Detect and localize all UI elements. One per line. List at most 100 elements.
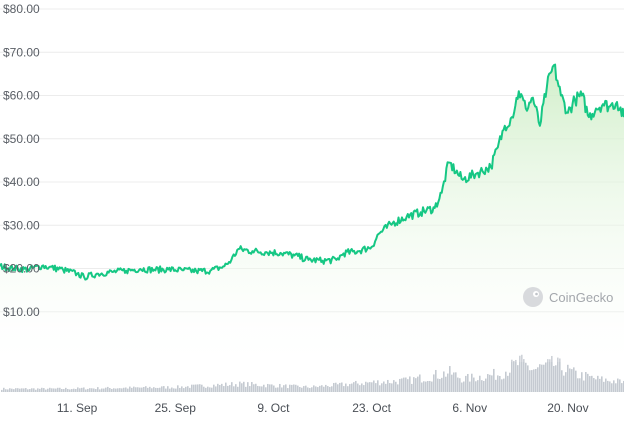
volume-bar xyxy=(151,388,153,392)
volume-bar xyxy=(399,378,401,392)
volume-bar xyxy=(245,386,247,392)
y-tick-label: $80.00 xyxy=(3,2,40,16)
volume-bar xyxy=(119,388,121,392)
volume-bar xyxy=(601,376,603,392)
volume-bar xyxy=(27,389,29,392)
volume-bar xyxy=(97,387,99,392)
y-axis-labels: $10.00 $20.00 $30.00 $40.00 $50.00 $60.00 $70.… xyxy=(3,2,40,319)
volume-bar xyxy=(401,378,403,392)
volume-bar xyxy=(161,386,163,392)
volume-bar xyxy=(617,378,619,392)
volume-bar xyxy=(159,387,161,392)
volume-bar xyxy=(1,389,3,392)
volume-bar xyxy=(263,384,265,392)
volume-bar xyxy=(87,388,89,392)
volume-bar xyxy=(493,368,495,392)
volume-bar xyxy=(15,388,17,392)
volume-bar xyxy=(165,388,167,392)
volume-bar xyxy=(99,389,101,392)
volume-bar xyxy=(185,386,187,392)
volume-bar xyxy=(319,385,321,392)
volume-bar xyxy=(183,388,185,392)
volume-bar xyxy=(283,385,285,392)
volume-bar xyxy=(447,373,449,392)
volume-bar xyxy=(553,365,555,392)
volume-bar xyxy=(525,362,527,392)
volume-bar xyxy=(177,385,179,392)
volume-bar xyxy=(453,372,455,392)
volume-bar xyxy=(431,381,433,392)
volume-bar xyxy=(439,379,441,392)
x-tick-label: 23. Oct xyxy=(352,401,391,415)
volume-bar xyxy=(507,375,509,392)
volume-bar xyxy=(559,358,561,392)
volume-bar xyxy=(25,388,27,392)
volume-bar xyxy=(577,378,579,392)
x-axis-labels: 11. Sep 25. Sep 9. Oct 23. Oct 6. Nov 20. Nov xyxy=(57,401,589,415)
volume-bar xyxy=(463,381,465,392)
volume-bar xyxy=(335,382,337,392)
volume-bar xyxy=(323,386,325,392)
volume-bar xyxy=(597,375,599,392)
volume-bar xyxy=(575,370,577,392)
volume-bar xyxy=(479,375,481,392)
volume-bar xyxy=(79,388,81,392)
volume-bar xyxy=(91,388,93,392)
volume-bar xyxy=(619,379,621,392)
volume-bar xyxy=(491,375,493,392)
volume-bar xyxy=(487,374,489,392)
volume-bar xyxy=(125,387,127,392)
volume-bar xyxy=(63,389,65,392)
volume-bar xyxy=(251,382,253,392)
volume-bar xyxy=(427,380,429,392)
volume-bar xyxy=(35,389,37,392)
volume-bar xyxy=(279,383,281,392)
volume-bar xyxy=(339,382,341,392)
volume-bar xyxy=(21,388,23,392)
volume-bar xyxy=(287,388,289,392)
volume-bar xyxy=(429,380,431,392)
volume-bar xyxy=(169,388,171,392)
volume-bar xyxy=(355,380,357,392)
volume-bar xyxy=(321,385,323,392)
volume-bar xyxy=(317,387,319,392)
volume-bar xyxy=(297,385,299,392)
volume-bar xyxy=(609,381,611,392)
volume-bar xyxy=(471,373,473,392)
volume-bar xyxy=(111,388,113,392)
volume-bar xyxy=(239,381,241,392)
volume-bar xyxy=(529,370,531,392)
volume-bar xyxy=(157,387,159,392)
volume-bar xyxy=(67,389,69,392)
volume-bar xyxy=(247,382,249,392)
volume-bar xyxy=(363,385,365,392)
volume-bar xyxy=(539,364,541,392)
volume-bar xyxy=(113,388,115,392)
volume-bar xyxy=(199,384,201,392)
volume-bar xyxy=(23,388,25,392)
volume-bar xyxy=(433,374,435,392)
volume-bar xyxy=(377,380,379,392)
volume-bar xyxy=(201,384,203,392)
volume-bar xyxy=(301,387,303,392)
volume-bar xyxy=(485,378,487,392)
volume-bar xyxy=(13,389,15,392)
volume-bar xyxy=(307,387,309,392)
volume-bar xyxy=(211,387,213,392)
volume-bar xyxy=(411,383,413,392)
volume-bar xyxy=(235,384,237,392)
price-area xyxy=(0,64,624,362)
volume-bar xyxy=(123,387,125,392)
volume-bar xyxy=(295,384,297,392)
volume-bar xyxy=(517,365,519,392)
volume-bar xyxy=(567,364,569,392)
volume-bar xyxy=(273,385,275,392)
volume-bar xyxy=(579,378,581,392)
price-area-fill xyxy=(0,64,624,362)
volume-bar xyxy=(337,384,339,392)
volume-bar xyxy=(391,383,393,392)
volume-bar xyxy=(173,388,175,392)
volume-bar xyxy=(415,378,417,392)
